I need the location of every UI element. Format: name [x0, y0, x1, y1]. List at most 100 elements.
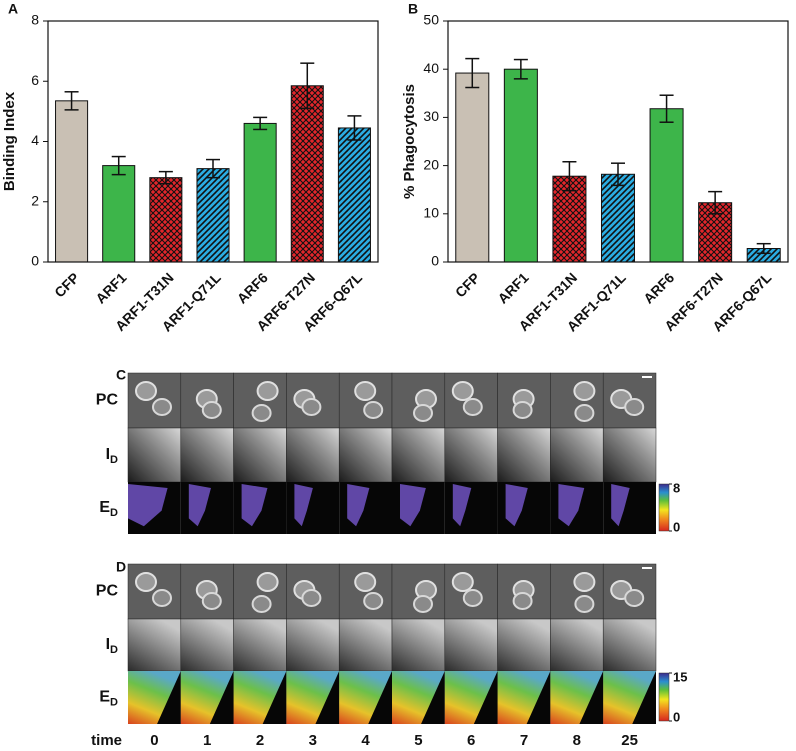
panel-label: C: [116, 367, 126, 383]
cell: [573, 572, 596, 592]
cell: [363, 592, 384, 610]
cell: [301, 589, 322, 607]
y-tick-label: 20: [423, 156, 439, 172]
time-value: 4: [361, 732, 370, 746]
image-tile: [444, 482, 498, 534]
time-value: 0: [150, 732, 158, 746]
cell: [574, 404, 595, 422]
bar: [503, 68, 538, 263]
row-label-main: PC: [96, 392, 119, 409]
x-tick-label: ARF1: [92, 269, 129, 306]
bar: [337, 127, 371, 263]
image-tile: [497, 618, 551, 672]
image-tile: [602, 427, 657, 483]
fret-region: [392, 671, 445, 724]
fret-region: [603, 671, 656, 724]
y-axis-label: % Phagocytosis: [401, 84, 418, 199]
y-axis-label: Binding Index: [1, 91, 18, 191]
cell: [363, 401, 384, 419]
cell: [512, 592, 533, 610]
time-value: 25: [621, 732, 638, 746]
y-tick-label: 4: [31, 132, 39, 148]
image-tile: [391, 618, 446, 672]
image-tile: [497, 427, 551, 483]
panel-label: A: [8, 1, 18, 17]
bar: [149, 177, 183, 263]
panel-label: B: [408, 1, 418, 17]
scale-bar: [642, 567, 652, 569]
x-tick-label: CFP: [51, 269, 82, 300]
fret-region: [188, 484, 211, 527]
time-value: 1: [203, 732, 211, 746]
cell: [201, 401, 222, 419]
fret-region: [286, 671, 340, 724]
image-tile: [127, 427, 182, 483]
fret-region: [294, 484, 313, 527]
row-label: PC: [96, 392, 119, 409]
cell: [354, 572, 377, 592]
bar: [102, 165, 136, 263]
cell: [413, 595, 433, 613]
fret-region: [180, 671, 234, 724]
image-tile: [338, 618, 393, 672]
image-tile: [127, 563, 182, 620]
y-tick-label: 2: [31, 192, 39, 208]
image-tile: [444, 427, 498, 483]
colorbar-tick-label: 15: [673, 669, 687, 684]
row-label-main: I: [106, 636, 110, 653]
scale-bar: [642, 376, 652, 378]
row-label: ID: [106, 446, 118, 466]
row-label-sub: D: [110, 696, 118, 708]
bar: [55, 100, 89, 263]
cell: [512, 401, 533, 419]
fret-region: [241, 484, 268, 527]
row-label-sub: D: [110, 507, 118, 519]
image-tile: [444, 618, 498, 672]
time-value: 2: [256, 732, 264, 746]
x-tick-label: CFP: [452, 269, 483, 300]
row-label: ID: [106, 636, 118, 656]
cell: [451, 381, 474, 401]
y-tick-label: 50: [423, 12, 439, 28]
y-tick-label: 30: [423, 108, 439, 124]
x-tick-label: ARF6: [640, 269, 677, 306]
cell: [256, 381, 279, 401]
cell: [251, 404, 272, 422]
image-tile: [550, 427, 604, 483]
bar: [290, 85, 324, 263]
fret-region: [558, 484, 585, 527]
cell: [574, 595, 595, 613]
fret-region: [444, 671, 498, 724]
axes-frame: [47, 20, 379, 263]
y-tick-label: 8: [31, 12, 39, 28]
cell: [573, 381, 596, 401]
colorbar-tick-label: 8: [673, 480, 680, 495]
panel-label: D: [116, 559, 126, 575]
x-tick-label: ARF6: [234, 269, 271, 306]
bar: [196, 168, 230, 263]
time-value: 5: [414, 732, 422, 746]
image-tile: [233, 427, 287, 483]
y-tick-label: 10: [423, 205, 439, 221]
image-tile: [338, 427, 393, 483]
image-tile: [127, 372, 182, 429]
image-tile: [180, 427, 234, 483]
fret-region: [400, 484, 426, 527]
cell: [152, 398, 172, 416]
axes-frame: [447, 20, 789, 263]
row-label-main: E: [99, 689, 110, 706]
image-tile: [391, 427, 446, 483]
image-tile: [550, 618, 604, 672]
cell: [201, 592, 222, 610]
row-label-sub: D: [110, 454, 118, 466]
cell: [135, 572, 157, 592]
image-tile: [286, 482, 340, 534]
fret-region: [128, 484, 168, 527]
colorbar: [658, 672, 670, 722]
fret-region: [347, 484, 370, 527]
time-value: 7: [520, 732, 528, 746]
time-value: 8: [573, 732, 581, 746]
fret-region: [339, 671, 392, 724]
row-label-main: I: [106, 446, 110, 463]
